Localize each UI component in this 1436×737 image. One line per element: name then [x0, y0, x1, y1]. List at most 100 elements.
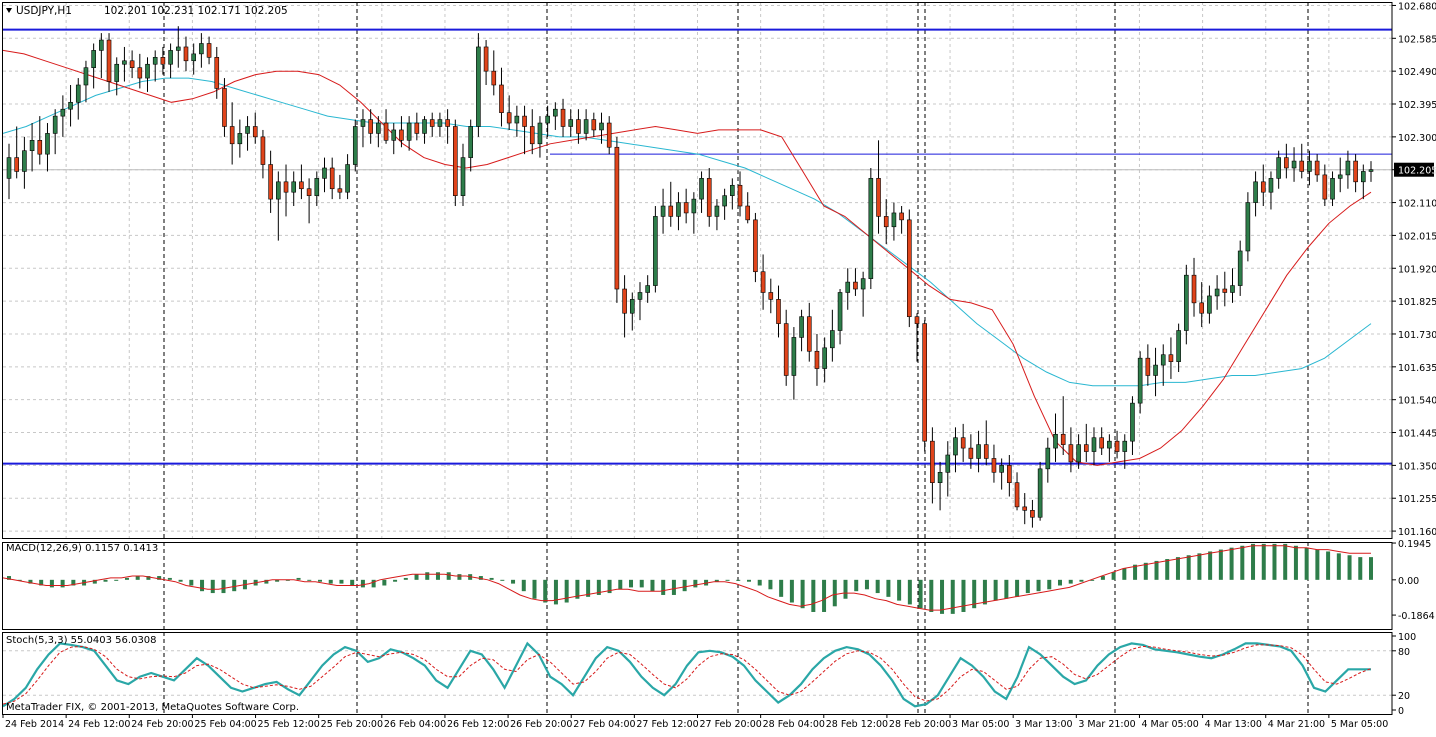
candle-bear: [399, 129, 404, 141]
candle-bull: [291, 181, 297, 193]
macd-bar: [1369, 557, 1373, 580]
candle-bull: [514, 115, 520, 124]
candle-bull: [1045, 447, 1051, 470]
macd-bar: [446, 572, 451, 580]
candle-bull: [152, 57, 158, 65]
candle-bear: [283, 181, 289, 193]
ma-fast-series: [2, 49, 1372, 466]
macd-tick-label: -0.1864: [1398, 611, 1435, 622]
candle-bull: [1291, 160, 1297, 169]
panel-frame: [2, 542, 1393, 630]
candle-bear: [129, 60, 135, 69]
macd-bar: [532, 579, 537, 599]
macd-bar: [478, 576, 483, 580]
price-tick-label: 102.490: [1398, 67, 1436, 78]
candle-bear: [414, 122, 420, 134]
candle-bull: [1037, 468, 1043, 518]
time-axis: 24 Feb 2014 24 Feb 12:00 24 Feb 20:00 25 Fe…: [2, 714, 1388, 730]
macd-bar: [843, 579, 848, 599]
stoch-label: Stoch(5,3,3) 55.0403 56.0308: [6, 635, 157, 646]
macd-bar: [961, 579, 966, 612]
candle-bear: [137, 67, 143, 79]
stochastic-subwindow: [2, 641, 1392, 708]
candle-bear: [222, 88, 227, 127]
candle-bull: [1276, 157, 1281, 179]
macd-bar: [307, 579, 312, 581]
candle-bear: [1353, 160, 1358, 183]
candle-bull: [837, 292, 843, 331]
macd-bar: [1326, 551, 1331, 580]
macd-bar: [596, 579, 601, 595]
candle-bull: [437, 119, 443, 127]
candle-bull: [376, 122, 381, 134]
candle-bull: [360, 119, 366, 127]
macd-bar: [435, 572, 440, 580]
macd-bar: [178, 579, 183, 582]
macd-bar: [1015, 579, 1020, 597]
period-separators: [163, 2, 1309, 714]
candle-bull: [1237, 250, 1243, 286]
time-tick-label: 3 Mar 21:00: [1078, 719, 1135, 730]
candle-bear: [606, 122, 612, 148]
candle-bull: [68, 101, 73, 110]
menu-triangle-icon[interactable]: [6, 8, 12, 13]
time-tick-label: 26 Feb 20:00: [510, 719, 572, 730]
candle-bull: [114, 63, 120, 82]
macd-bar: [1347, 555, 1352, 580]
macd-bar: [553, 579, 558, 605]
horizontal-levels[interactable]: [3, 28, 1392, 465]
candle-bear: [576, 119, 581, 134]
candle-bull: [1307, 160, 1312, 172]
candle-bull: [868, 178, 874, 279]
macd-bar: [1036, 579, 1041, 592]
candle-bear: [853, 281, 858, 290]
candle-bear: [1222, 288, 1228, 293]
candle-bear: [591, 119, 597, 131]
macd-bar: [189, 579, 194, 586]
candle-bear: [522, 115, 527, 127]
candle-bear: [622, 288, 627, 314]
time-tick-label: 27 Feb 20:00: [700, 719, 762, 730]
macd-bar: [1111, 572, 1116, 580]
candle-bear: [14, 157, 19, 172]
candle-bull: [468, 126, 473, 158]
price-tick-label: 102.015: [1398, 231, 1436, 242]
candle-bull: [1245, 202, 1251, 252]
candle-bear: [768, 292, 774, 300]
candle-bear: [1284, 157, 1289, 169]
time-tick-label: 25 Feb 04:00: [194, 719, 256, 730]
candle-bear: [499, 84, 504, 113]
macd-bar: [500, 579, 505, 581]
time-tick-label: 25 Feb 12:00: [258, 719, 320, 730]
candle-bull: [237, 133, 243, 145]
candle-bull: [29, 140, 35, 151]
macd-bar: [1165, 559, 1170, 580]
candle-bull: [891, 212, 897, 228]
macd-bar: [221, 579, 226, 594]
candle-bear: [745, 205, 751, 221]
candle-bull: [1345, 160, 1351, 176]
candle-bear: [1322, 174, 1328, 200]
candle-bear: [299, 181, 304, 190]
time-tick-label: 28 Feb 04:00: [763, 719, 825, 730]
time-tick-label: 4 Mar 05:00: [1141, 719, 1198, 730]
price-tick-label: 101.825: [1398, 297, 1436, 308]
macd-bar: [607, 579, 612, 594]
candle-bull: [1130, 402, 1135, 442]
macd-bar: [929, 579, 934, 612]
candle-bull: [191, 53, 196, 62]
candle-bull: [322, 167, 327, 179]
macd-bar: [1186, 555, 1191, 580]
candle-bear: [1022, 506, 1028, 511]
macd-bar: [650, 579, 655, 592]
macd-bar: [360, 579, 365, 588]
macd-bar: [940, 579, 945, 614]
candle-bear: [1191, 274, 1197, 304]
macd-tick-label: 0.1945: [1398, 539, 1431, 550]
macd-bar: [1315, 549, 1320, 580]
candle-bull: [352, 126, 358, 165]
candle-bull: [460, 157, 466, 196]
price-tick-label: 101.255: [1398, 494, 1436, 505]
